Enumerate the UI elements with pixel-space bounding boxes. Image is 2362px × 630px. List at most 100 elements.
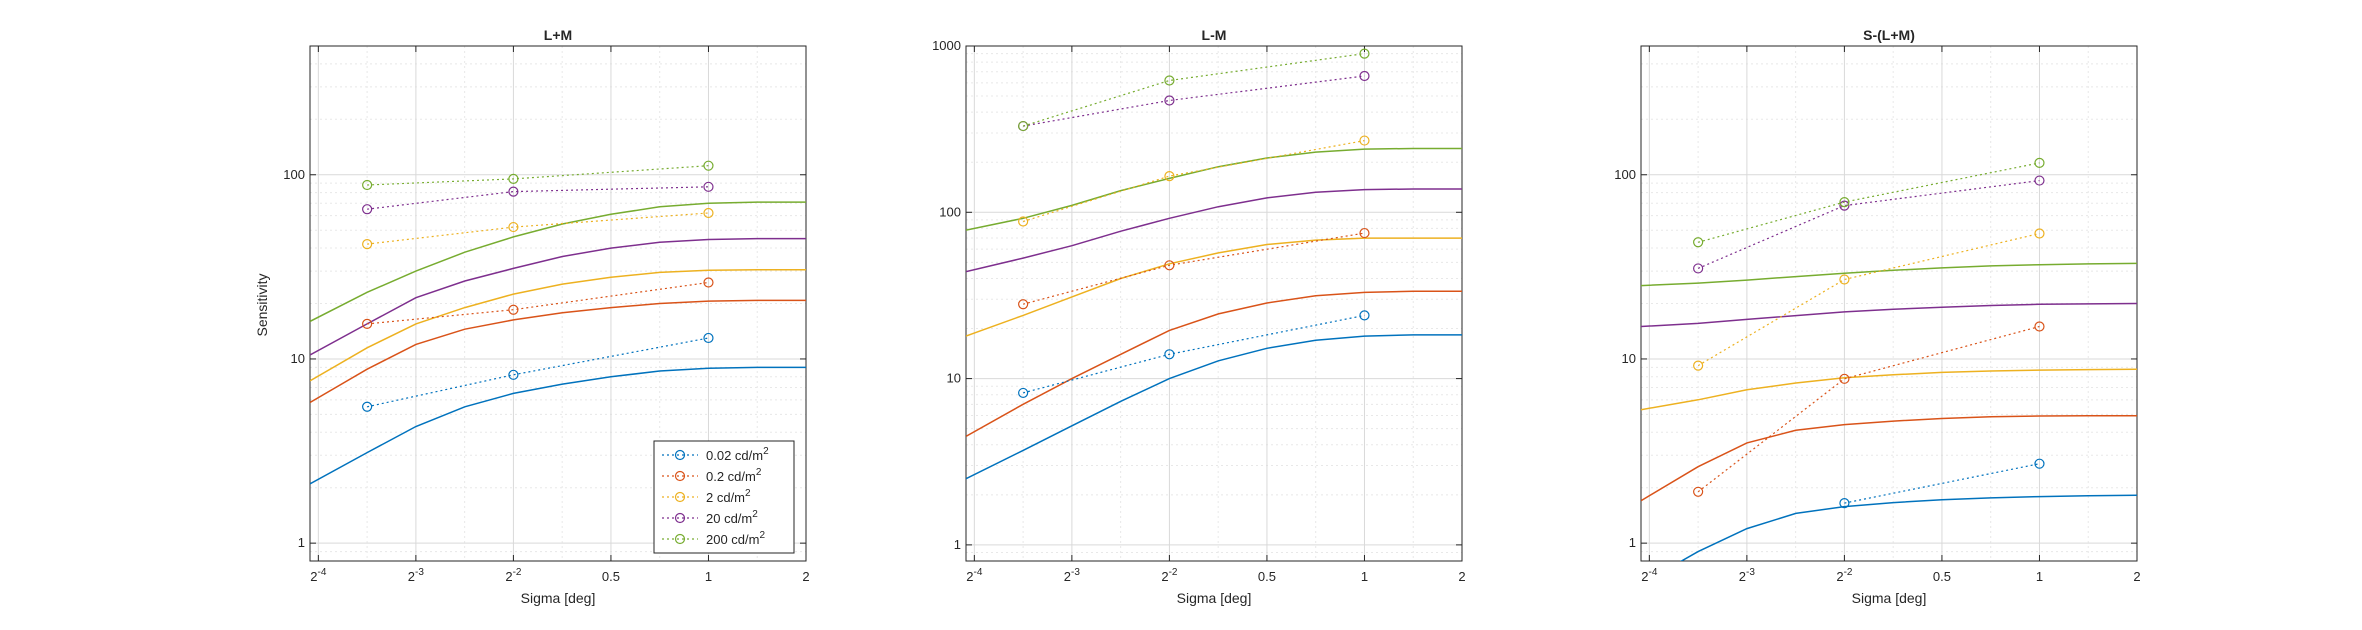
- panel-2-series-line-5: [1022, 53, 1365, 127]
- panel-1-point-5-1: [362, 179, 373, 191]
- panel-2-point-1-3: [1359, 310, 1370, 321]
- panel-1-xtick-label: 2: [802, 569, 809, 584]
- panel-1-point-1-3: [703, 332, 714, 344]
- panel-3-ytick-label: 100: [1614, 167, 1636, 182]
- legend-swatch-marker-1: [674, 449, 686, 461]
- panel-2-point-5-1: [1018, 120, 1029, 132]
- panel-2-point-2-2: [1164, 260, 1175, 271]
- panel-3-data: [1641, 157, 2137, 561]
- panel-1-legend: 0.02 cd/m2 0.2 cd/m2 2 cd/m2 20 cd/m2 200 cd…: [653, 440, 795, 554]
- panel-2-xtick-label: 2-2: [1161, 567, 1178, 584]
- legend-entry-3: 2 cd/m2: [706, 488, 751, 505]
- panel-3-fit-line-5: [1641, 262, 2137, 287]
- panel-1-point-1-2: [508, 369, 519, 380]
- legend-swatch-marker-5: [674, 533, 686, 545]
- panel-3-point-4-1: [1693, 263, 1704, 274]
- legend-swatch-marker-3: [674, 491, 686, 503]
- panel-2-xlabel: Sigma [deg]: [1177, 590, 1252, 606]
- panel-3-point-2-1: [1693, 486, 1704, 497]
- panel-2-xtick-label: 2-3: [1064, 567, 1081, 584]
- panel-3-plot: 2-4 2-3 2-2 0.5 1 2 1 10 100: [1614, 45, 2141, 584]
- panel-3-xtick-label: 0.5: [1933, 569, 1951, 584]
- panel-3-point-1-1: [1839, 497, 1850, 509]
- panel-1-ytick-label: 100: [283, 167, 305, 182]
- panel-2-point-3-2: [1164, 171, 1175, 182]
- panel-3-fit-line-4: [1641, 302, 2137, 328]
- legend-entry-5: 200 cd/m2: [706, 530, 765, 547]
- panel-1-fit-line-4: [310, 237, 806, 356]
- panel-1-point-5-3: [703, 160, 714, 171]
- panel-3-series-line-2: [1697, 325, 2040, 493]
- panel-1-series-line-5: [367, 165, 709, 186]
- panel-2-xtick-label: 2: [1458, 569, 1465, 584]
- panel-2-ytick-label: 10: [947, 371, 961, 386]
- panel-3: S-(L+M) Sigma [deg]: [1852, 27, 1927, 606]
- panel-3-point-3-1: [1693, 360, 1704, 371]
- panel-1-xtick-label: 1: [705, 569, 712, 584]
- legend-entry-2: 0.2 cd/m2: [706, 467, 762, 484]
- panel-3-point-5-3: [2034, 157, 2045, 168]
- legend-entry-4: 20 cd/m2: [706, 509, 758, 526]
- panel-2-fit-line-5: [966, 147, 1462, 231]
- panel-3-point-3-2: [1839, 274, 1850, 285]
- panel-1-ytick-label: 1: [298, 535, 305, 550]
- legend-entry-1: 0.02 cd/m2: [706, 446, 769, 463]
- panel-2-point-2-1: [1018, 299, 1029, 310]
- panel-2-point-5-3: [1359, 48, 1370, 59]
- panel-3-title: S-(L+M): [1863, 27, 1915, 43]
- panel-2-point-4-3: [1359, 70, 1370, 82]
- panel-2-xtick-label: 1: [1361, 569, 1368, 584]
- panel-3-ytick-label: 1: [1629, 535, 1636, 550]
- panel-1-point-5-2: [508, 173, 519, 184]
- panel-1-xtick-label: 0.5: [602, 569, 620, 584]
- legend-swatch-marker-2: [674, 470, 686, 482]
- panel-1-xtick-label: 2-3: [408, 567, 425, 584]
- panel-1-point-4-2: [508, 186, 519, 197]
- panel-2-fit-line-1: [966, 334, 1462, 480]
- panel-1-point-2-1: [362, 318, 373, 329]
- panel-3-fit-line-1: [1680, 494, 2137, 561]
- panel-2-xtick-label: 2-4: [966, 567, 983, 584]
- panel-3-xlabel: Sigma [deg]: [1852, 590, 1927, 606]
- panel-1-fit-line-2: [310, 299, 806, 404]
- panel-1-series-line-2: [367, 281, 709, 325]
- panel-3-point-4-2: [1839, 200, 1850, 211]
- panel-1-xtick-label: 2-4: [310, 567, 327, 584]
- panel-1-point-4-1: [362, 204, 373, 215]
- panel-2-xtick-label: 0.5: [1258, 569, 1276, 584]
- panel-3-series-line-4: [1697, 180, 2040, 269]
- panel-2-title: L-M: [1202, 27, 1227, 43]
- panel-1-point-2-2: [508, 304, 519, 315]
- panel-3-xtick-label: 2: [2133, 569, 2140, 584]
- panel-1-point-2-3: [703, 277, 714, 288]
- panel-2-ytick-label: 100: [939, 204, 961, 219]
- panel-2-fit-line-3: [966, 237, 1462, 337]
- panel-3-series-line-3: [1697, 232, 2040, 367]
- panel-1-fit-line-3: [310, 268, 806, 382]
- panel-2-series-line-2: [1022, 232, 1365, 305]
- panel-1-xlabel: Sigma [deg]: [521, 590, 596, 606]
- panel-3-point-2-2: [1839, 373, 1850, 384]
- panel-1-point-1-1: [362, 401, 373, 412]
- panel-3-xtick-label: 2-3: [1739, 567, 1756, 584]
- panel-2-series-line-3: [1022, 140, 1365, 223]
- panel-1-plot: 2-4 2-3 2-2 0.5 1 2 1 10 100 0.02 cd/m2 0.2 cd/m2 2…: [283, 45, 810, 584]
- panel-1-data: [310, 160, 806, 485]
- panel-2-point-2-3: [1359, 227, 1370, 239]
- panel-3-series-line-1: [1844, 463, 2040, 504]
- panel-3-point-5-2: [1839, 197, 1850, 208]
- panel-1-axes-box: [309, 45, 807, 562]
- panel-1: L+M Sigma [deg] Sensitivity: [254, 27, 595, 606]
- panel-2: L-M Sigma [deg]: [1177, 27, 1252, 606]
- panel-2-point-5-2: [1164, 75, 1175, 86]
- panel-3-xtick-label: 1: [2036, 569, 2043, 584]
- panel-3-xtick-label: 2-2: [1836, 567, 1853, 584]
- panel-3-point-4-3: [2034, 175, 2045, 186]
- panel-2-plot: 2-4 2-3 2-2 0.5 1 2 1 10 100 1000: [932, 38, 1466, 584]
- panel-3-fit-line-3: [1641, 368, 2137, 411]
- panel-3-ytick-label: 10: [1622, 351, 1636, 366]
- panel-2-ytick-label: 1: [954, 537, 961, 552]
- panel-2-data: [966, 48, 1462, 480]
- panel-2-series-line-1: [1022, 314, 1365, 394]
